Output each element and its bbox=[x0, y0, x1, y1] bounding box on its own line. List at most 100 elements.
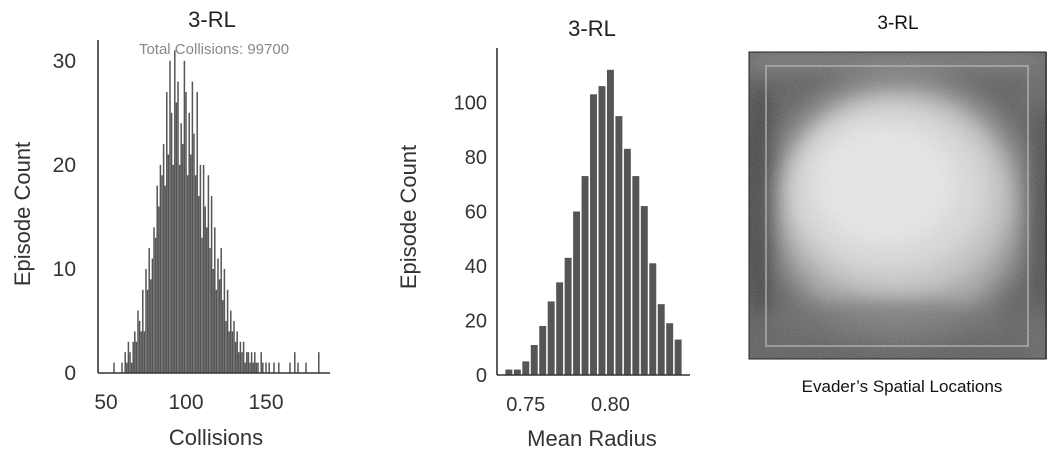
histogram-bar bbox=[547, 301, 555, 375]
x-axis-label: Mean Radius bbox=[527, 426, 657, 451]
histogram-bar bbox=[254, 352, 256, 373]
histogram-bar bbox=[239, 341, 242, 373]
histogram-bar bbox=[598, 86, 606, 376]
histogram-bar bbox=[180, 123, 182, 373]
y-tick-label: 80 bbox=[465, 147, 487, 169]
histogram-bar bbox=[177, 81, 179, 373]
histogram-bar bbox=[241, 352, 243, 373]
histogram-bar bbox=[178, 164, 181, 373]
histogram-bar bbox=[606, 69, 614, 376]
histogram-bar bbox=[162, 144, 165, 373]
x-tick-label: 100 bbox=[168, 391, 203, 414]
histogram-bar bbox=[159, 164, 162, 373]
panel-spatial-heatmap: 3-RL Evader’s Spatial Locations bbox=[748, 13, 1047, 396]
histogram-bar bbox=[212, 268, 214, 373]
histogram-bar bbox=[632, 176, 640, 375]
histogram-bar bbox=[657, 304, 665, 375]
histogram-bar bbox=[169, 60, 171, 373]
histogram-bar bbox=[234, 341, 237, 373]
x-tick-labels: 50 100 150 bbox=[94, 391, 283, 414]
histogram-bar bbox=[247, 352, 250, 373]
histogram-bar bbox=[142, 289, 144, 373]
histogram-bar bbox=[113, 362, 115, 373]
y-axis-label: Episode Count bbox=[10, 142, 35, 286]
y-tick-label: 20 bbox=[465, 311, 487, 333]
histogram-bar bbox=[156, 185, 158, 373]
x-axis-label: Collisions bbox=[169, 425, 263, 450]
histogram-bar bbox=[590, 94, 597, 375]
y-tick-label: 40 bbox=[465, 256, 487, 278]
histogram-bar bbox=[135, 341, 138, 373]
histogram-bar bbox=[674, 339, 682, 375]
chart-title: 3-RL bbox=[877, 13, 918, 34]
histogram-bar bbox=[143, 331, 146, 373]
histogram-bar bbox=[244, 362, 246, 373]
y-tick-label: 10 bbox=[53, 258, 76, 281]
chart-title: 3-RL bbox=[568, 16, 616, 41]
histogram-bar bbox=[134, 331, 136, 373]
histogram-bar bbox=[225, 320, 227, 373]
histogram-bar bbox=[215, 289, 218, 373]
histogram-bar bbox=[161, 175, 163, 373]
histogram-bar bbox=[249, 362, 251, 373]
histogram-bar bbox=[190, 154, 192, 373]
histogram-bar bbox=[206, 227, 208, 373]
total-collisions-annotation: Total Collisions: 99700 bbox=[139, 41, 289, 58]
histogram-bar bbox=[226, 289, 229, 373]
histogram-bar bbox=[260, 352, 262, 373]
histogram-bar bbox=[564, 257, 572, 375]
histogram-bar bbox=[273, 362, 275, 373]
histogram-bar bbox=[202, 164, 205, 373]
histogram-bar bbox=[188, 112, 190, 373]
histogram-bar bbox=[265, 362, 267, 373]
histogram-bar bbox=[174, 50, 176, 373]
histogram-bar bbox=[172, 164, 174, 373]
histogram-bar bbox=[268, 362, 270, 373]
histogram-bar bbox=[305, 362, 307, 373]
histogram-bar bbox=[238, 352, 240, 373]
histogram-bar bbox=[242, 341, 245, 373]
histogram-bar bbox=[150, 279, 152, 373]
histogram-bar bbox=[185, 92, 187, 373]
histogram-bar bbox=[145, 268, 147, 373]
histogram-bar bbox=[182, 144, 184, 373]
histogram-bar bbox=[140, 331, 142, 373]
histogram-bar bbox=[573, 211, 581, 375]
histogram-bar bbox=[297, 362, 299, 373]
histogram-bar bbox=[289, 362, 291, 373]
histogram-bar bbox=[121, 362, 123, 373]
histogram-bar bbox=[137, 310, 139, 373]
histogram-bar bbox=[318, 352, 320, 373]
x-tick-label: 50 bbox=[94, 391, 117, 414]
histogram-bar bbox=[138, 320, 141, 373]
histogram-bar bbox=[581, 176, 589, 375]
histogram-bar bbox=[204, 206, 206, 373]
heatmap-image bbox=[749, 52, 1047, 359]
histogram-bar bbox=[539, 325, 547, 375]
histogram-bar bbox=[666, 323, 674, 375]
histogram-bar bbox=[209, 248, 211, 373]
y-tick-label: 60 bbox=[465, 202, 487, 224]
histogram-bar bbox=[222, 300, 224, 373]
histogram-bar bbox=[175, 102, 178, 373]
histogram-bar bbox=[218, 279, 221, 373]
histogram-bar bbox=[250, 352, 253, 373]
histogram-bar bbox=[513, 369, 521, 375]
histogram-bar bbox=[193, 133, 195, 373]
heatmap-caption: Evader’s Spatial Locations bbox=[802, 377, 1003, 396]
histogram-bar bbox=[278, 362, 280, 373]
histogram-bar bbox=[223, 268, 226, 373]
histogram-bar bbox=[126, 362, 128, 373]
histogram-bar bbox=[164, 185, 166, 373]
histogram-bar bbox=[236, 331, 238, 373]
histogram-bar bbox=[207, 175, 210, 373]
x-tick-label: 150 bbox=[248, 391, 283, 414]
histogram-bar bbox=[153, 227, 155, 373]
histogram-bar bbox=[262, 362, 264, 373]
histogram-bar bbox=[505, 369, 513, 375]
histogram-bar bbox=[151, 258, 154, 373]
y-tick-labels: 0 20 40 60 80 100 bbox=[454, 93, 487, 388]
histogram-bar bbox=[129, 352, 131, 373]
histogram-bar bbox=[255, 362, 258, 373]
